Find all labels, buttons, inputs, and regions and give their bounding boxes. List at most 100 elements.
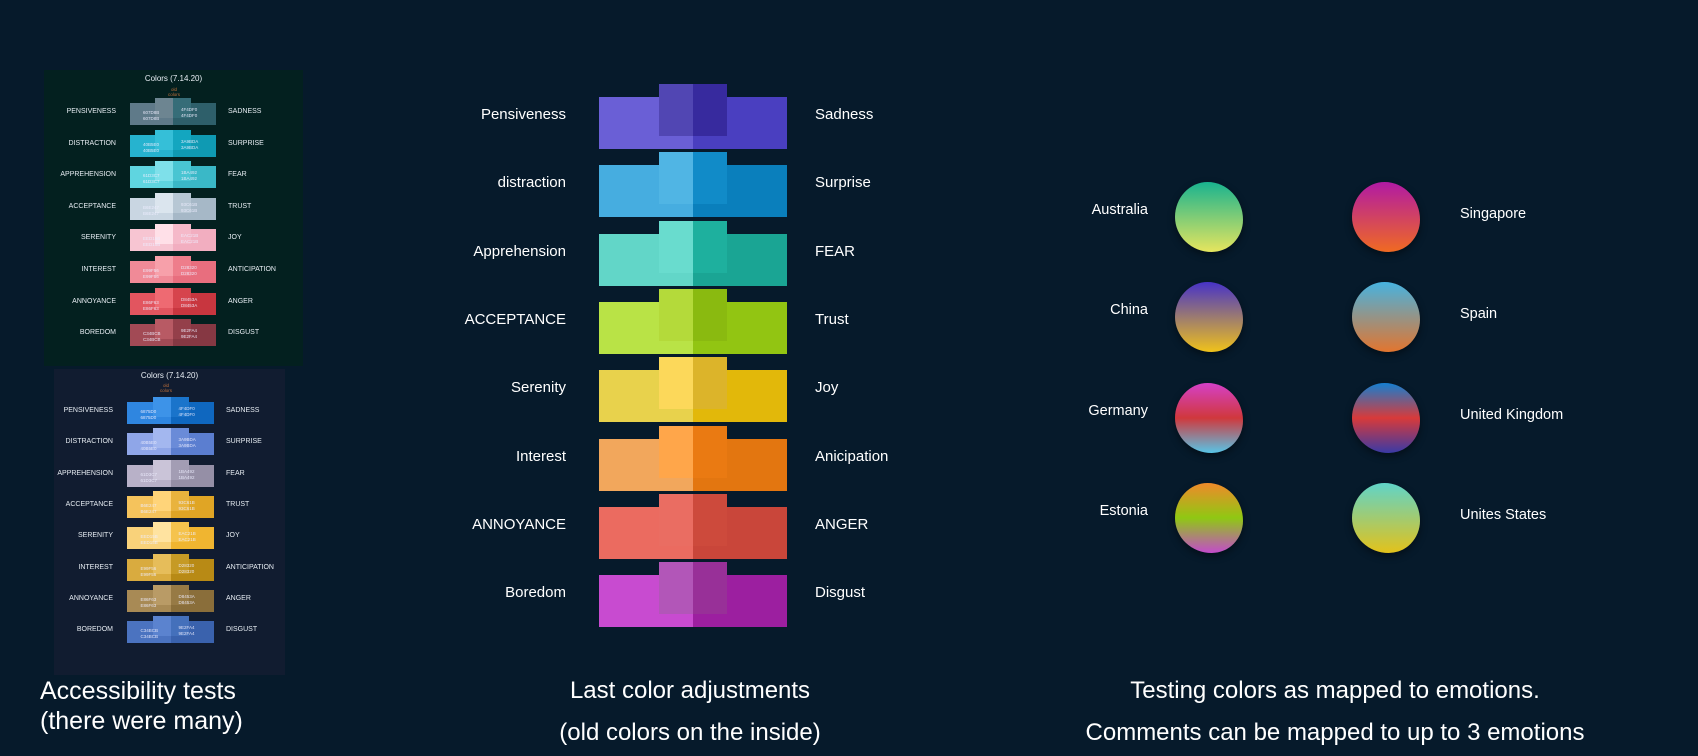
mini-color-code: 61D3C7	[140, 477, 158, 483]
mini-color-code: D28320	[178, 562, 195, 568]
accessibility-panel-green: Colors (7.14.20) old colors PENSIVENESS 6…	[44, 70, 303, 366]
swatch-inner-right	[173, 287, 191, 308]
swatch-inner-left	[659, 152, 693, 205]
swatch-inner-right	[170, 616, 189, 637]
swatch-inner-right	[693, 493, 727, 546]
mini-color-code: 93C61B	[181, 201, 198, 207]
country-label: Australia	[1091, 202, 1148, 218]
mini-color-code: D28320	[181, 271, 197, 276]
note-line-1: old	[162, 383, 169, 388]
adjustment-row: Serenity Joy	[440, 357, 934, 423]
mini-label-left: ANNOYANCE	[69, 594, 113, 602]
mini-label-left: SERENITY	[80, 234, 116, 242]
mini-label-left: APPREHENSION	[57, 469, 113, 477]
mini-swatch: 40B5E0 40B5E0 3A9BDA 3A9BDA	[130, 129, 216, 157]
mini-color-code: 9E2FA4	[181, 328, 198, 334]
mini-row: ACCEPTANCE B6E247 B6E247 93C61B 93C61B TRUST	[54, 490, 285, 519]
adjustment-row: Interest Anicipation	[440, 425, 934, 491]
swatch-inner-left	[155, 161, 173, 182]
mini-row: ANNOYANCE E86F63 E86F63 D8453A D8453A ANGER	[54, 584, 285, 613]
mini-label-left: ACCEPTANCE	[68, 202, 116, 210]
mini-color-code: E99F56	[140, 571, 157, 577]
mini-color-code: E86F63	[143, 299, 159, 305]
mini-color-code: D28320	[178, 568, 195, 574]
swatch-inner-left	[659, 288, 693, 341]
swatch-inner-right	[170, 490, 189, 511]
swatch-inner-left	[155, 319, 173, 340]
mini-label-right: SURPRISE	[228, 139, 264, 147]
adjustment-row: Pensiveness Sadness	[440, 84, 934, 149]
mini-color-code: D8453A	[181, 296, 198, 302]
adjustment-row: Boredom Disgust	[440, 562, 934, 628]
swatch-inner-right	[693, 357, 727, 410]
swatch-inner-right	[170, 428, 189, 449]
mini-color-code: 1BA492	[178, 474, 195, 480]
mini-color-code: E86F63	[143, 305, 159, 311]
mini-label-right: FEAR	[226, 469, 245, 477]
mini-label-left: INTEREST	[81, 266, 116, 273]
emotion-blob	[1175, 182, 1243, 252]
mini-label-left: PENSIVENESS	[66, 108, 116, 115]
mini-swatch: E86F63 E86F63 D8453A D8453A	[127, 584, 214, 612]
mini-color-code: EAC21B	[178, 531, 196, 537]
swatch-inner-left	[659, 220, 693, 273]
mini-swatch: B6E247 B6E247 93C61B 93C61B	[127, 490, 214, 518]
mini-color-code: 61D3C7	[140, 471, 158, 477]
mini-color-code: E99F56	[143, 268, 159, 273]
mini-row: PENSIVENESS 607D8B 607D8B 4F4DF0 4F4DF0 SADNE…	[44, 98, 303, 126]
mini-color-code: E99F56	[140, 565, 157, 571]
mini-color-code: 1BA492	[181, 170, 198, 176]
mini-color-code: 4F4DF0	[181, 113, 198, 118]
note-line-2: colors	[167, 92, 180, 97]
mini-color-code: D8453A	[181, 302, 198, 308]
emotion-label-right: Disgust	[815, 584, 866, 602]
caption-line-1: Accessibility tests	[40, 677, 236, 705]
caption-line-1: Testing colors as mapped to emotions.	[1130, 677, 1540, 704]
emotion-blob	[1175, 282, 1243, 352]
mini-swatch: E99F56 E99F56 D28320 D28320	[130, 256, 216, 283]
mini-color-code: 40B5E0	[140, 446, 157, 452]
swatch-inner-right	[173, 224, 191, 245]
mini-swatch: E99F56 E99F56 D28320 D28320	[127, 553, 214, 581]
mini-color-code: D28320	[181, 265, 197, 270]
emotion-label-left: Apprehension	[473, 242, 566, 260]
swatch-inner-right	[173, 129, 191, 150]
mini-label-right: DISGUST	[228, 329, 260, 337]
adjustment-row: ACCEPTANCE Trust	[440, 288, 934, 354]
emotion-blob	[1352, 182, 1420, 252]
mini-swatch: 607D8B 607D8B 4F4DF0 4F4DF0	[130, 98, 216, 125]
mini-swatch: 6875D0 6875D0 4F4DF0 4F4DF0	[127, 397, 214, 424]
mini-row: DISTRACTION 40B5E0 40B5E0 3A9BDA 3A9BDA SURPR…	[44, 129, 303, 158]
swatch-inner-right	[173, 192, 191, 213]
swatch-inner-right	[173, 256, 191, 276]
mini-swatch: C34BCB C34BCB 9E2FA4 9E2FA4	[127, 616, 214, 644]
swatch-inner-left	[659, 357, 693, 410]
old-colors-note: old colors	[156, 383, 176, 393]
mini-color-code: E86F63	[140, 596, 157, 602]
mini-row: ACCEPTANCE B6E247 B6E247 93C61B 93C61B TRUST	[44, 192, 303, 221]
swatch-inner-left	[152, 490, 171, 511]
mini-color-code: 93C61B	[178, 499, 195, 505]
mini-color-code: B6E247	[143, 210, 160, 216]
mini-color-code: 3A9BDA	[178, 437, 196, 443]
swatch-inner-left	[155, 256, 173, 276]
panel-title: Colors (7.14.20)	[144, 74, 203, 83]
country-label: Germany	[1088, 403, 1148, 419]
mini-color-code: C34BCB	[143, 337, 161, 343]
caption-line-2: (there were many)	[40, 707, 243, 735]
emotion-label-right: Trust	[815, 310, 849, 328]
mini-label-right: JOY	[228, 234, 242, 242]
accessibility-panel-navy: Colors (7.14.20) old colors PENSIVENESS 6…	[54, 369, 285, 675]
emotion-label-left: ACCEPTANCE	[464, 310, 566, 328]
swatch-inner-left	[152, 522, 171, 543]
mini-label-right: TRUST	[228, 202, 252, 210]
mini-row: APPREHENSION 61D3C7 61D3C7 1BA492 1BA492 FEAR	[54, 459, 285, 488]
mini-color-code: 40B5E0	[143, 141, 160, 147]
mini-color-code: EAC21B	[181, 233, 199, 239]
mini-swatch: 61D3C7 61D3C7 1BA492 1BA492	[130, 161, 216, 189]
mini-label-left: PENSIVENESS	[63, 407, 113, 414]
mini-row: BOREDOM C34BCB C34BCB 9E2FA4 9E2FA4 DISGUST	[54, 616, 285, 644]
swatch-inner-left	[155, 129, 173, 150]
accessibility-caption: Accessibility tests (there were many)	[40, 676, 280, 736]
emotion-label-left: Serenity	[510, 379, 566, 397]
